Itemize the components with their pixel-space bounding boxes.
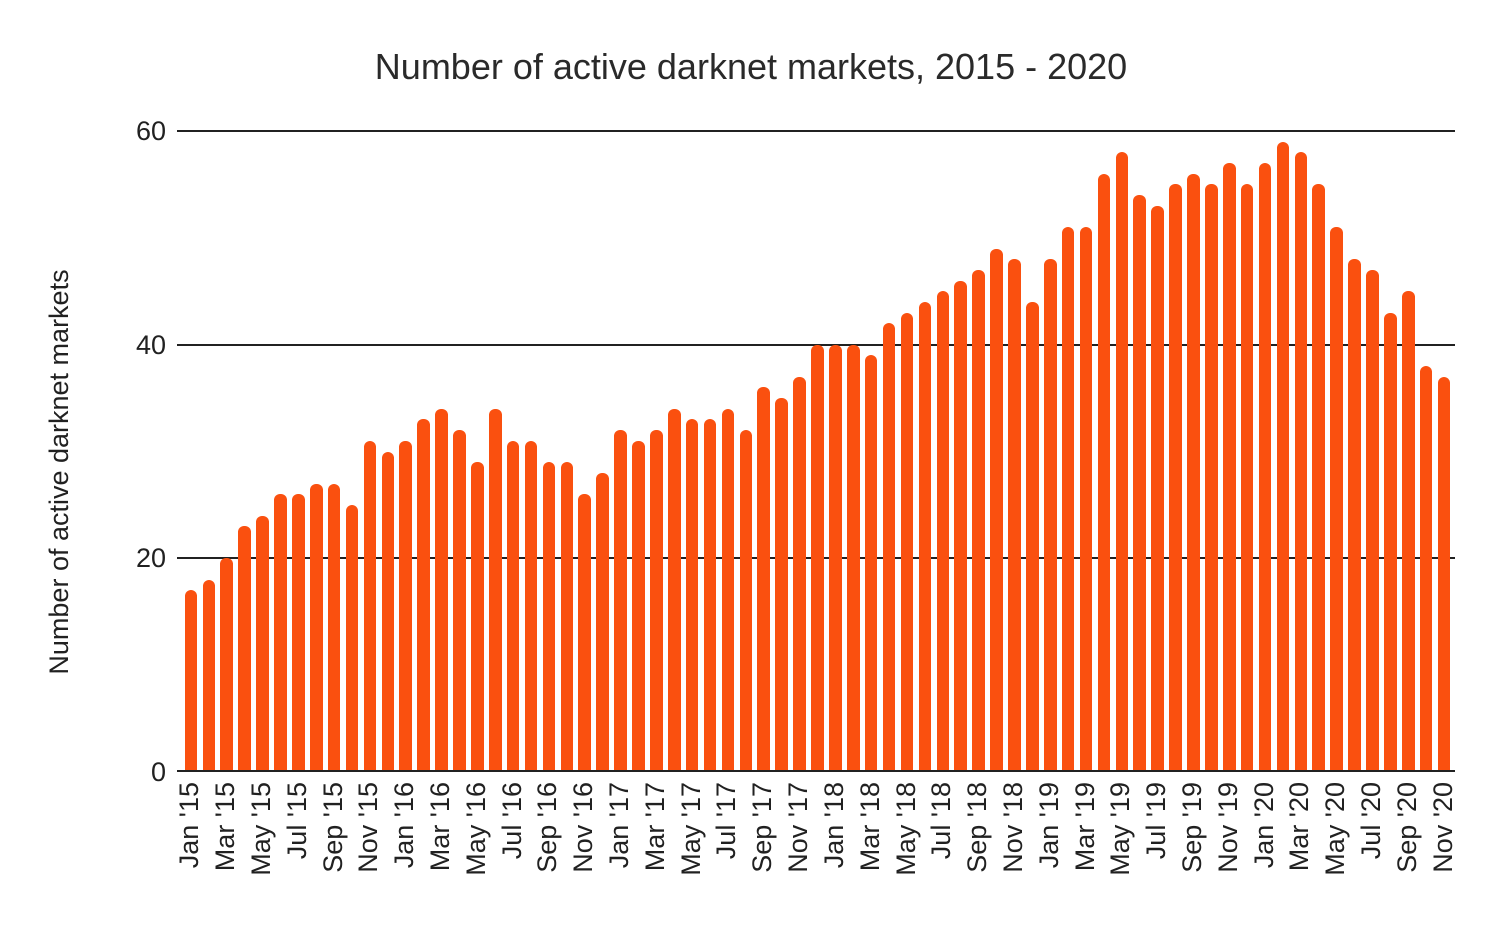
bar-Apr15: [238, 526, 251, 772]
bar-Oct17: [775, 398, 788, 772]
bar-Jul20: [1366, 269, 1379, 772]
bar-Sep15: [327, 483, 341, 772]
bar-Nov16: [578, 494, 592, 772]
bar-Oct16: [560, 462, 574, 772]
bar-Mar15: [220, 558, 234, 772]
bar-Mar18: [864, 355, 878, 772]
bar-Jul18: [936, 291, 950, 772]
bar-Oct19: [1205, 184, 1218, 772]
chart-title: Number of active darknet markets, 2015 -…: [374, 46, 1128, 87]
bar-Mar20: [1294, 152, 1308, 772]
bar-May16: [471, 462, 484, 772]
bar-Dec16: [596, 472, 609, 772]
bar-Feb19: [1061, 227, 1075, 772]
bar-Jun15: [274, 494, 287, 772]
bar-Jan16: [399, 440, 413, 772]
bar-Jan19: [1043, 259, 1057, 772]
y-tick-label-40: 40: [135, 329, 166, 360]
bar-Jul16: [506, 440, 520, 772]
bar-Dec17: [811, 344, 824, 772]
bar-Oct18: [990, 248, 1003, 772]
bar-Apr19: [1097, 173, 1111, 772]
bar-Jan17: [614, 430, 627, 772]
bar-Feb15: [202, 579, 216, 772]
gridline-y60: [177, 130, 1455, 132]
bar-Nov17: [793, 376, 806, 772]
bar-Nov20: [1437, 376, 1451, 772]
bar-Dec15: [381, 451, 395, 772]
bar-Aug16: [524, 440, 538, 772]
bar-Feb16: [417, 419, 430, 772]
bar-Sep16: [542, 462, 556, 772]
bar-May18: [900, 312, 914, 772]
bar-Jun20: [1348, 259, 1361, 772]
bar-Jun18: [918, 301, 932, 772]
bar-Jun19: [1133, 195, 1147, 772]
bar-Sep19: [1187, 173, 1200, 772]
bar-Nov18: [1008, 259, 1021, 772]
bar-Mar16: [435, 408, 448, 772]
bar-Sep20: [1401, 291, 1415, 772]
bar-Jun16: [488, 408, 502, 772]
y-tick-label-60: 60: [135, 116, 166, 146]
x-axis-line: [177, 770, 1455, 773]
bar-Jul19: [1151, 205, 1164, 772]
bar-Jul15: [292, 494, 305, 772]
bar-Oct20: [1419, 366, 1433, 772]
bar-Jan18: [829, 344, 842, 772]
bar-Jan20: [1258, 163, 1272, 772]
bar-Aug18: [954, 280, 967, 772]
bar-Jan15: [184, 590, 198, 772]
bar-Dec19: [1240, 184, 1254, 772]
y-tick-label-20: 20: [135, 543, 166, 574]
bar-Aug17: [739, 430, 753, 772]
bar-Mar17: [650, 430, 663, 772]
bar-Jul17: [721, 408, 735, 772]
bar-Sep18: [972, 269, 985, 772]
bar-Apr17: [667, 408, 681, 772]
bar-Apr16: [453, 430, 466, 772]
bar-Feb18: [847, 344, 860, 772]
y-axis-title-text: Number of active darknet markets: [44, 269, 74, 675]
bar-Oct15: [345, 504, 359, 772]
bar-May15: [256, 515, 269, 772]
bar-May19: [1115, 152, 1129, 772]
bar-Feb20: [1276, 141, 1290, 772]
bar-May17: [685, 419, 699, 772]
bar-Apr20: [1312, 184, 1326, 772]
bar-May20: [1330, 227, 1343, 772]
x-tick-label-Nov20: Nov '20: [1427, 782, 1458, 873]
bar-Dec18: [1026, 301, 1039, 772]
bar-Jun17: [703, 419, 717, 772]
bar-Nov19: [1222, 163, 1236, 772]
bar-Aug20: [1384, 312, 1397, 772]
y-tick-label-0: 0: [150, 757, 166, 787]
bar-Nov15: [363, 440, 377, 772]
bar-Apr18: [882, 323, 896, 772]
bar-Sep17: [757, 387, 771, 772]
bar-Aug15: [309, 483, 323, 772]
bar-Feb17: [632, 440, 645, 772]
bar-Mar19: [1079, 227, 1093, 772]
bar-Aug19: [1169, 184, 1182, 772]
